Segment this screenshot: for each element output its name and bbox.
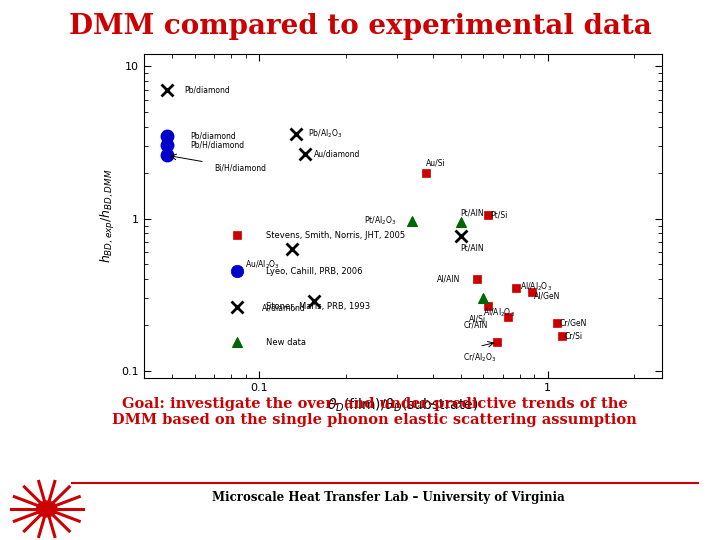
Text: Goal: investigate the over- and under-predictive trends of the
DMM based on the : Goal: investigate the over- and under-pr… xyxy=(112,397,636,427)
Text: Cr/AlN: Cr/AlN xyxy=(463,320,487,329)
Text: Stevens, Smith, Norris, JHT, 2005: Stevens, Smith, Norris, JHT, 2005 xyxy=(266,231,405,240)
Text: Al/Si: Al/Si xyxy=(469,314,485,323)
Text: Cr/Si: Cr/Si xyxy=(565,332,583,340)
Text: New data: New data xyxy=(266,338,306,347)
Text: Pb/Al$_2$O$_3$: Pb/Al$_2$O$_3$ xyxy=(308,127,342,140)
Text: Pt/Al$_2$O$_3$: Pt/Al$_2$O$_3$ xyxy=(364,214,397,227)
Circle shape xyxy=(37,501,57,517)
Text: Bi/H/diamond: Bi/H/diamond xyxy=(214,164,266,173)
Text: Pt/Si: Pt/Si xyxy=(490,211,508,220)
Text: Al/GeN: Al/GeN xyxy=(534,292,561,301)
Text: Pb/H/diamond: Pb/H/diamond xyxy=(191,140,245,149)
Text: Al/AlN: Al/AlN xyxy=(437,275,461,284)
Text: Pb/diamond: Pb/diamond xyxy=(191,131,236,140)
Text: Stoner, Maris, PRB, 1993: Stoner, Maris, PRB, 1993 xyxy=(266,302,370,311)
Y-axis label: $h_{BD,exp}/h_{BD,DMM}$: $h_{BD,exp}/h_{BD,DMM}$ xyxy=(99,168,117,264)
Text: DMM compared to experimental data: DMM compared to experimental data xyxy=(68,14,652,40)
Text: Microscale Heat Transfer Lab – University of Virginia: Microscale Heat Transfer Lab – Universit… xyxy=(212,491,565,504)
Text: Al/diamond: Al/diamond xyxy=(261,303,305,312)
Text: Pt/AlN: Pt/AlN xyxy=(461,208,485,217)
Text: Pt/AlN: Pt/AlN xyxy=(461,243,485,252)
X-axis label: $\theta_D$(film)/$\theta_D$(substrate): $\theta_D$(film)/$\theta_D$(substrate) xyxy=(328,397,479,414)
Text: Pb/diamond: Pb/diamond xyxy=(184,85,230,94)
Text: Lyeo, Cahill, PRB, 2006: Lyeo, Cahill, PRB, 2006 xyxy=(266,267,362,275)
Text: Al/Al$_2$O$_3$: Al/Al$_2$O$_3$ xyxy=(484,307,516,319)
Text: Cr/Al$_2$O$_3$: Cr/Al$_2$O$_3$ xyxy=(463,351,496,363)
Text: Au/diamond: Au/diamond xyxy=(314,150,360,159)
Text: Au/Si: Au/Si xyxy=(426,159,446,168)
Text: Cr/GeN: Cr/GeN xyxy=(559,319,587,328)
Text: Au/Al$_2$O$_3$: Au/Al$_2$O$_3$ xyxy=(245,258,279,271)
Text: Al/Al$_2$O$_3$: Al/Al$_2$O$_3$ xyxy=(520,281,552,293)
